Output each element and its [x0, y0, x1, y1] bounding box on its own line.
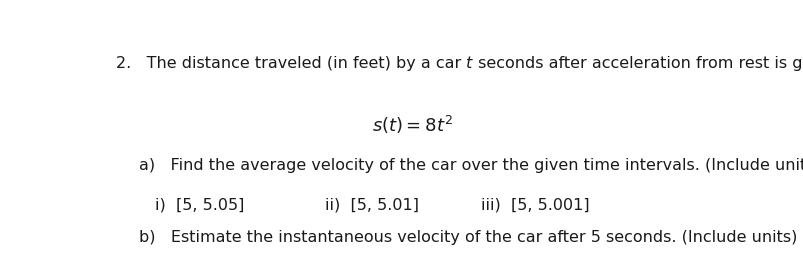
Text: b)   Estimate the instantaneous velocity of the car after 5 seconds. (Include un: b) Estimate the instantaneous velocity o… [139, 230, 797, 245]
Text: t: t [466, 56, 472, 71]
Text: $s(t) = 8t^2$: $s(t) = 8t^2$ [371, 113, 452, 135]
Text: i)  [5, 5.05]: i) [5, 5.05] [155, 197, 244, 212]
Text: ii)  [5, 5.01]: ii) [5, 5.01] [324, 197, 418, 212]
Text: iii)  [5, 5.001]: iii) [5, 5.001] [480, 197, 589, 212]
Text: a)   Find the average velocity of the car over the given time intervals. (Includ: a) Find the average velocity of the car … [139, 158, 803, 173]
Text: seconds after acceleration from rest is given by: seconds after acceleration from rest is … [472, 56, 803, 71]
Text: 2.   The distance traveled (in feet) by a car: 2. The distance traveled (in feet) by a … [116, 56, 466, 71]
